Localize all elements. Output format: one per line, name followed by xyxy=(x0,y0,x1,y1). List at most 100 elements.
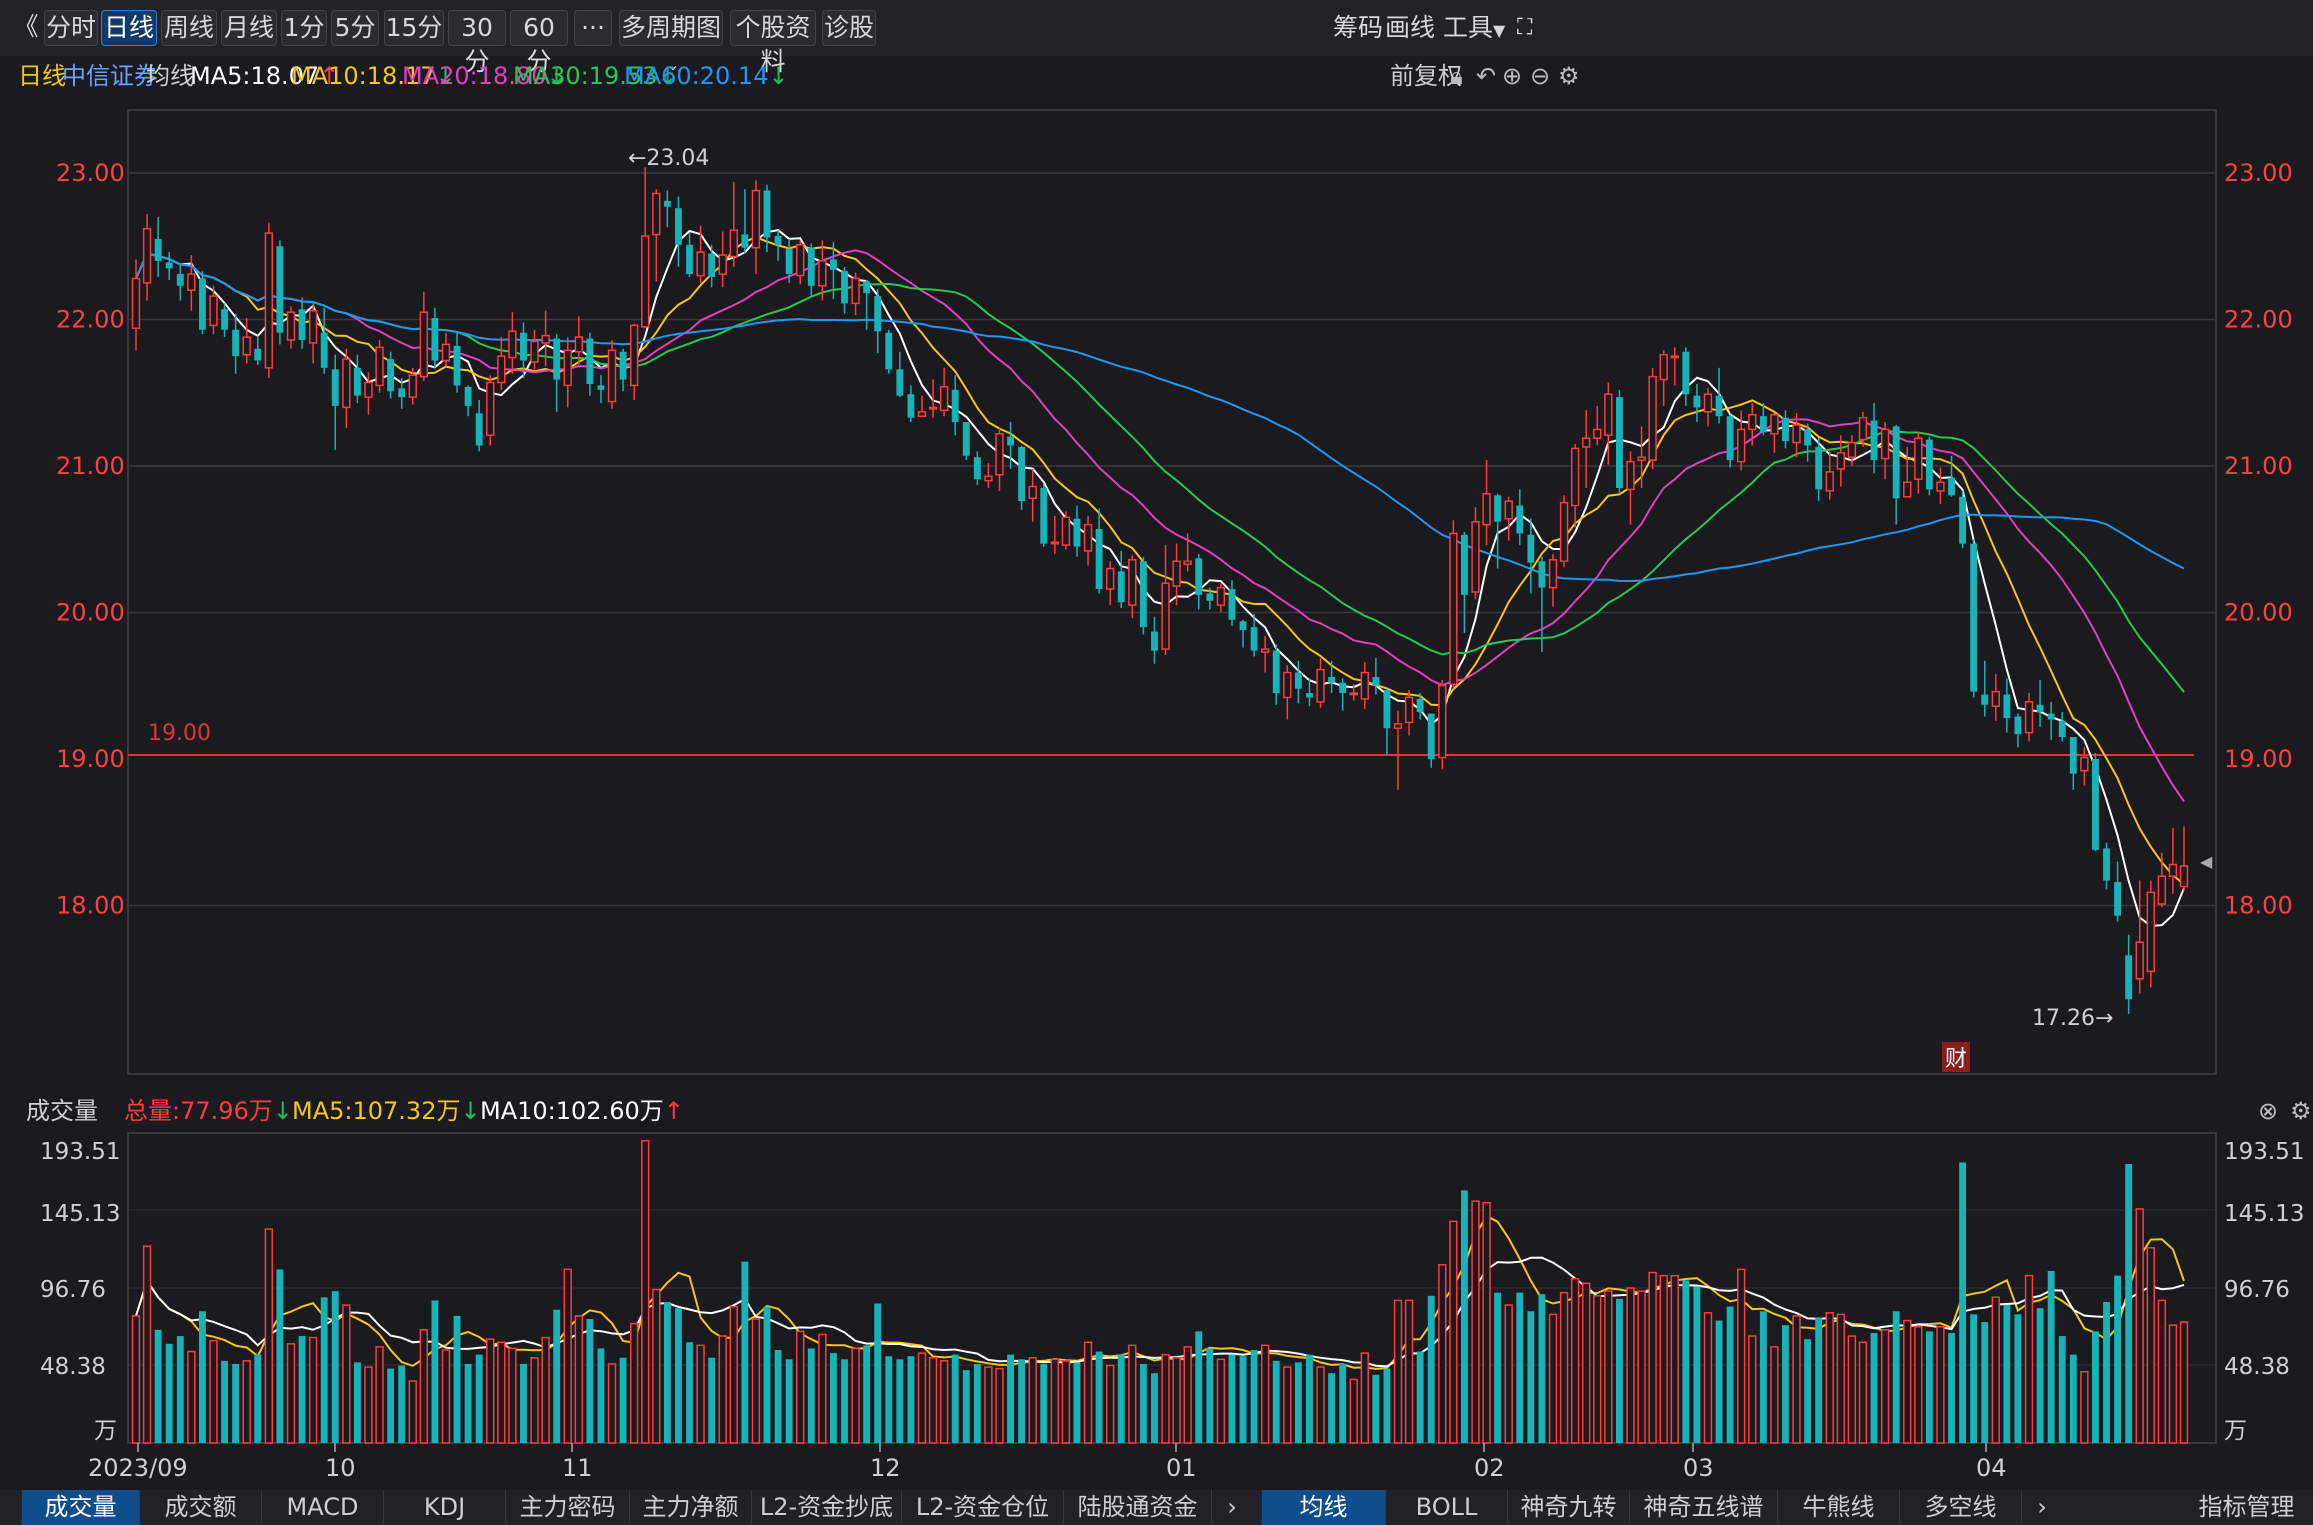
grid xyxy=(128,172,2216,1366)
chevron-right-icon[interactable]: › xyxy=(1227,1493,1237,1521)
stock-name[interactable]: 中信证券 xyxy=(62,62,158,90)
volume-bar xyxy=(874,1303,882,1443)
volume-bar xyxy=(165,1343,173,1443)
volume-bar xyxy=(286,1343,296,1444)
tab-l2-bottom[interactable]: L2-资金抄底 xyxy=(752,1490,902,1525)
tab-northbound[interactable]: 陆股通资金 xyxy=(1064,1490,1212,1525)
tab-intraday[interactable]: 分时 xyxy=(44,10,98,46)
volume-bar xyxy=(308,1336,318,1444)
draw-line-button[interactable]: 画线 xyxy=(1385,13,1436,42)
candle-body xyxy=(165,262,173,269)
volume-bar xyxy=(2047,1270,2055,1443)
candle-body xyxy=(563,349,572,387)
tab-30min[interactable]: 30分 xyxy=(448,10,506,76)
candle-body xyxy=(962,422,970,456)
candle-body xyxy=(198,278,206,330)
tab-main-net[interactable]: 主力净额 xyxy=(630,1490,752,1525)
candle-body xyxy=(1438,685,1447,759)
candle-body xyxy=(486,381,495,436)
tab-bull-bear[interactable]: 牛熊线 xyxy=(1778,1490,1900,1525)
indicator-settings-icon[interactable]: ⚙ xyxy=(2290,1097,2312,1125)
tab-magic-five[interactable]: 神奇五线谱 xyxy=(1630,1490,1778,1525)
candle-body xyxy=(497,355,506,384)
candle-body xyxy=(1726,416,1734,461)
price-tick-left: 20.00 xyxy=(56,599,125,627)
tab-1min[interactable]: 1分 xyxy=(281,10,327,46)
volume-bar xyxy=(763,1306,771,1443)
tab-main-code[interactable]: 主力密码 xyxy=(506,1490,630,1525)
tab-long-short[interactable]: 多空线 xyxy=(1900,1490,2022,1525)
tab-turnover[interactable]: 成交额 xyxy=(140,1490,262,1525)
tab-magic-nine[interactable]: 神奇九转 xyxy=(1508,1490,1630,1525)
collapse-left-icon[interactable]: 《 xyxy=(13,12,39,41)
volume-axis: 193.51 193.51 145.13 145.13 96.76 96.76 48.38 4… xyxy=(40,1139,2304,1444)
candle-body xyxy=(453,345,461,386)
lock-icon[interactable]: 🔒︎ xyxy=(1450,62,1463,90)
volume-bar xyxy=(453,1315,461,1443)
candle-body xyxy=(1770,413,1779,435)
candle-body xyxy=(408,374,417,398)
volume-bar xyxy=(1360,1352,1369,1444)
zoom-in-icon[interactable]: ⊕ xyxy=(1502,62,1523,90)
candle-body xyxy=(2047,713,2055,720)
ma-label[interactable]: 均线 xyxy=(146,62,194,90)
zoom-out-icon[interactable]: ⊖ xyxy=(1530,62,1551,90)
volume-bar xyxy=(387,1368,395,1443)
volume-bar xyxy=(408,1380,417,1444)
candle-body xyxy=(2003,694,2011,718)
tab-l2-position[interactable]: L2-资金仓位 xyxy=(902,1490,1064,1525)
candle-body xyxy=(1914,437,1923,480)
ma30-line xyxy=(135,252,2185,693)
candle-body xyxy=(1748,413,1757,431)
close-indicator-icon[interactable]: ⊗ xyxy=(2258,1097,2279,1125)
volume-legend-bar: 成交量 总量:77.96万↓ MA5:107.32万↓ MA10:102.60万… xyxy=(0,1093,2313,1129)
chevron-right-icon[interactable]: › xyxy=(2037,1493,2047,1521)
chips-button[interactable]: 筹码 xyxy=(1333,13,1384,42)
indicator-manage-button[interactable]: 指标管理 xyxy=(2198,1493,2295,1521)
tab-volume[interactable]: 成交量 xyxy=(22,1490,140,1525)
tab-daily[interactable]: 日线 xyxy=(101,10,157,46)
volume-bar xyxy=(530,1357,539,1444)
candle-body xyxy=(2024,701,2034,734)
tab-ma[interactable]: 均线 xyxy=(1262,1490,1386,1525)
tab-monthly[interactable]: 月线 xyxy=(221,10,277,46)
candle-body xyxy=(553,338,561,380)
volume-indicator-label: 成交量 xyxy=(26,1097,98,1125)
candle-body xyxy=(1061,516,1071,546)
tab-macd[interactable]: MACD xyxy=(262,1490,384,1525)
candle-body xyxy=(1349,692,1358,696)
candle-body xyxy=(874,296,882,332)
tab-15min[interactable]: 15分 xyxy=(384,10,444,46)
candle-body xyxy=(1416,698,1424,713)
candle-body xyxy=(597,385,605,390)
volume-bar xyxy=(1737,1268,1746,1444)
candle-body xyxy=(1073,518,1081,547)
undo-icon[interactable]: ↶ xyxy=(1476,62,1497,90)
financial-badge[interactable] xyxy=(1942,1042,1970,1072)
tab-weekly[interactable]: 周线 xyxy=(161,10,217,46)
tab-kdj[interactable]: KDJ xyxy=(384,1490,506,1525)
tab-boll[interactable]: BOLL xyxy=(1386,1490,1508,1525)
volume-bar xyxy=(652,1288,661,1444)
volume-bars xyxy=(131,1140,2189,1444)
tab-5min[interactable]: 5分 xyxy=(331,10,379,46)
candle-body xyxy=(1339,682,1347,694)
adjust-mode[interactable]: 前复权 xyxy=(1390,62,1462,90)
volume-bar xyxy=(375,1346,384,1444)
more-periods-button[interactable]: ··· xyxy=(574,10,612,46)
tab-60min[interactable]: 60分 xyxy=(510,10,568,76)
volume-bar xyxy=(1106,1364,1115,1444)
stock-profile-button[interactable]: 个股资料 xyxy=(730,10,816,76)
fullscreen-icon[interactable]: ⛶ xyxy=(1517,15,1533,40)
candle-body xyxy=(1161,582,1170,650)
tools-menu[interactable]: 工具▼ xyxy=(1443,10,1505,49)
volume-bar xyxy=(1316,1366,1325,1444)
multi-period-dropdown[interactable]: 多周期图 ⌄ xyxy=(619,10,723,74)
diagnose-button[interactable]: 诊股 xyxy=(822,10,876,46)
volume-bar xyxy=(1759,1311,1767,1443)
settings-icon[interactable]: ⚙ xyxy=(1558,62,1580,90)
candle-body xyxy=(951,389,959,423)
candle-body xyxy=(1903,481,1912,498)
candle-body xyxy=(1372,676,1380,686)
